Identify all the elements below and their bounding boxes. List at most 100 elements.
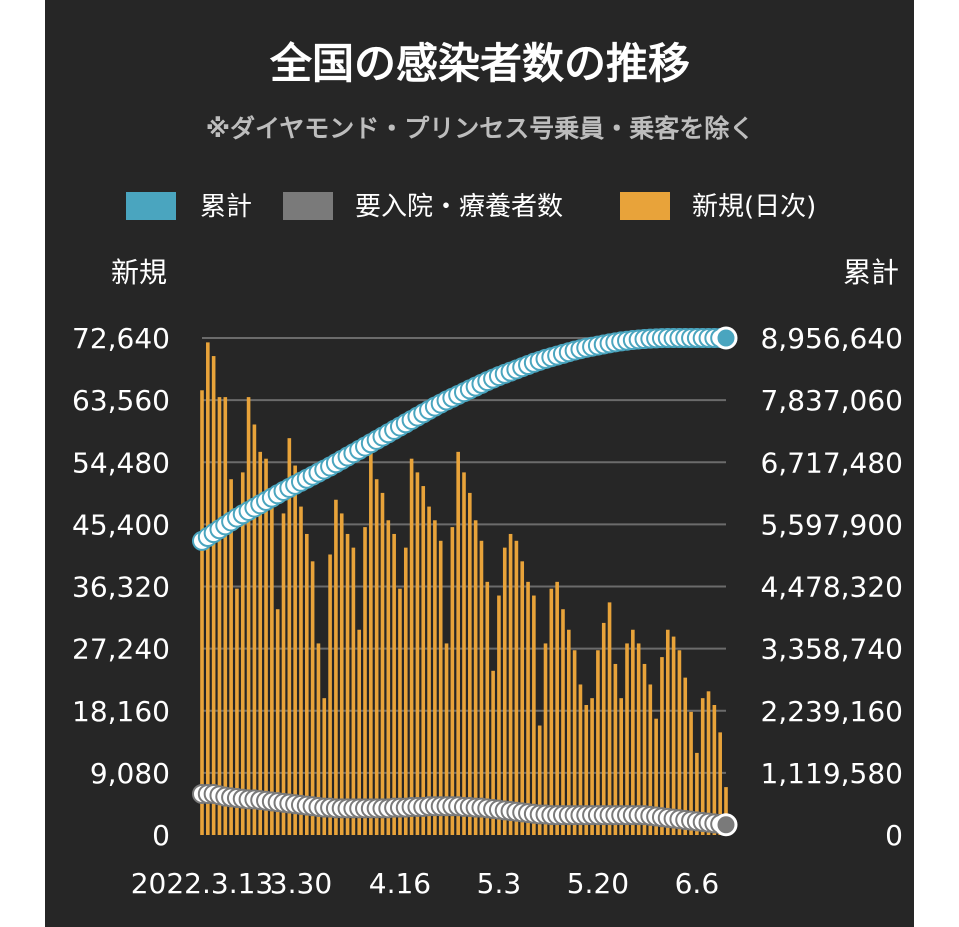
- legend-swatch-cumulative: [126, 192, 176, 220]
- bar-new-daily: [555, 581, 559, 835]
- x-tick-label: 4.16: [369, 867, 431, 900]
- bar-new-daily: [479, 540, 484, 835]
- left-tick-label: 45,400: [72, 508, 170, 541]
- bar-new-daily: [357, 629, 362, 835]
- bar-new-daily: [706, 691, 711, 835]
- bar-new-daily: [660, 657, 664, 835]
- left-tick-label: 36,320: [72, 571, 170, 604]
- legend-label-new-daily: 新規(日次): [692, 192, 816, 222]
- left-tick-label: 18,160: [72, 695, 170, 728]
- bar-new-daily: [240, 472, 245, 835]
- bar-new-daily: [293, 465, 297, 835]
- bar-new-daily: [514, 540, 519, 835]
- bar-new-daily: [677, 650, 682, 835]
- bar-new-daily: [246, 397, 251, 835]
- bar-new-daily: [619, 698, 624, 835]
- bar-new-daily: [607, 602, 612, 835]
- x-tick-label: 6.6: [675, 867, 720, 900]
- bar-new-daily: [229, 479, 233, 835]
- right-tick-label: 4,478,320: [760, 571, 903, 604]
- x-tick-label: 3.30: [270, 867, 332, 900]
- bar-new-daily: [543, 643, 548, 835]
- x-tick-label: 5.3: [477, 867, 522, 900]
- bar-new-daily: [264, 458, 268, 835]
- bar-new-daily: [223, 397, 228, 835]
- right-tick-label: 5,597,900: [760, 508, 903, 541]
- bar-new-daily: [485, 581, 490, 835]
- bar-new-daily: [322, 698, 327, 835]
- bar-new-daily: [386, 520, 391, 835]
- right-tick-label: 2,239,160: [760, 695, 903, 728]
- left-tick-label: 27,240: [72, 633, 170, 666]
- bar-new-daily: [270, 499, 274, 835]
- bar-new-daily: [526, 581, 530, 835]
- left-axis-title: 新規: [111, 256, 167, 289]
- bar-new-daily: [398, 588, 402, 835]
- bar-new-daily: [473, 520, 478, 835]
- left-tick-label: 0: [152, 819, 170, 852]
- bar-new-daily: [345, 533, 350, 835]
- left-axis-ticks: 0 9,080 18,160 27,240 36,320 45,400 54,480 63,5…: [72, 322, 170, 852]
- right-axis-ticks: 0 1,119,580 2,239,160 3,358,740 4,478,320 5,5…: [760, 322, 903, 852]
- left-tick-label: 9,080: [90, 757, 170, 790]
- bar-new-daily: [415, 472, 420, 835]
- right-tick-label: 6,717,480: [760, 446, 903, 479]
- bar-new-daily: [631, 629, 635, 835]
- bar-new-daily: [456, 451, 460, 835]
- bar-new-daily: [601, 622, 606, 835]
- bar-new-daily: [654, 718, 658, 835]
- left-tick-label: 54,480: [72, 446, 170, 479]
- bar-new-daily: [304, 533, 309, 835]
- bar-new-daily: [316, 643, 321, 835]
- legend: 累計 要入院・療養者数 新規(日次): [126, 192, 816, 222]
- bar-new-daily: [409, 458, 414, 835]
- legend-label-inpatients: 要入院・療養者数: [355, 192, 563, 222]
- bar-new-daily: [433, 520, 437, 835]
- left-tick-label: 63,560: [72, 384, 170, 417]
- bar-new-daily: [578, 684, 583, 835]
- bar-new-daily: [200, 390, 204, 835]
- bar-new-daily: [520, 561, 525, 835]
- bar-new-daily: [712, 705, 717, 835]
- bar-new-daily: [718, 732, 722, 835]
- right-axis-title: 累計: [843, 256, 899, 289]
- bar-new-daily: [648, 684, 653, 835]
- bar-new-daily: [502, 547, 507, 835]
- bar-new-daily: [683, 677, 688, 835]
- bar-new-daily: [724, 787, 728, 835]
- bar-new-daily: [363, 527, 367, 835]
- bar-new-daily: [328, 554, 332, 835]
- right-tick-label: 1,119,580: [760, 757, 903, 790]
- bar-new-daily: [572, 650, 577, 835]
- bar-new-daily: [636, 643, 641, 835]
- bar-new-daily: [258, 451, 263, 835]
- bar-new-daily: [462, 472, 466, 835]
- bar-new-daily: [380, 492, 385, 835]
- bar-new-daily: [281, 513, 286, 835]
- bar-new-daily: [438, 540, 443, 835]
- bar-new-daily: [392, 533, 396, 835]
- bar-new-daily: [421, 486, 426, 835]
- right-tick-label: 3,358,740: [760, 633, 903, 666]
- bar-new-daily: [590, 698, 594, 835]
- bar-new-daily: [351, 547, 356, 835]
- bar-new-daily: [450, 527, 455, 835]
- legend-swatch-inpatients: [283, 192, 333, 220]
- bar-new-daily: [310, 561, 315, 835]
- bar-new-daily: [206, 342, 210, 835]
- right-tick-label: 0: [885, 819, 903, 852]
- bar-new-daily: [671, 636, 676, 835]
- bar-new-daily: [566, 629, 571, 835]
- bar-new-daily: [235, 588, 239, 835]
- bar-new-daily: [700, 698, 705, 835]
- bar-new-daily: [252, 424, 257, 835]
- bar-new-daily: [508, 533, 513, 835]
- legend-label-cumulative: 累計: [200, 192, 252, 222]
- bar-new-daily: [665, 629, 670, 835]
- x-axis-ticks: 2022.3.133.30 4.16 5.3 5.20 6.6: [131, 867, 719, 900]
- bar-new-daily: [491, 670, 495, 835]
- bar-new-daily: [299, 506, 303, 835]
- legend-swatch-new-daily: [620, 192, 670, 220]
- point-inpatients: [714, 813, 738, 837]
